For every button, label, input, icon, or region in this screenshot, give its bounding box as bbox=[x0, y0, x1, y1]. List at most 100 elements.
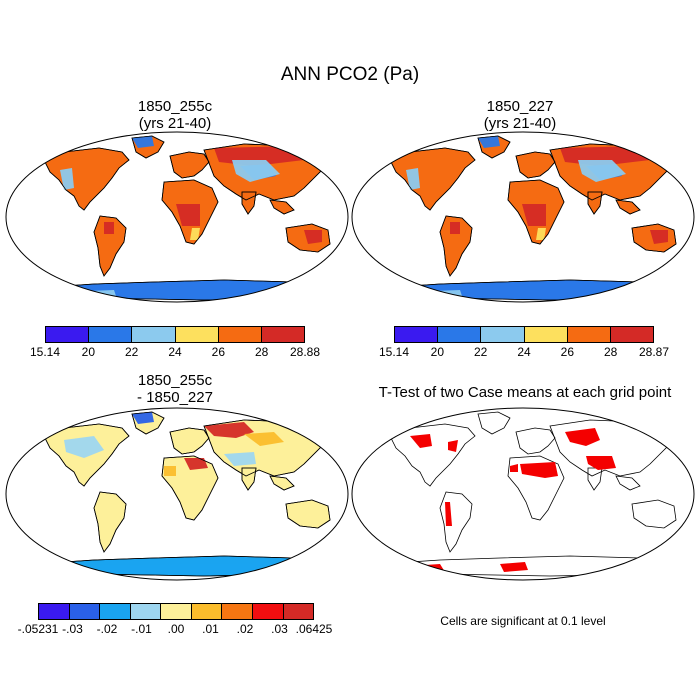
colorbar-tick-label: 24 bbox=[517, 345, 531, 359]
colorbar-tick-label: -.01 bbox=[131, 622, 152, 636]
coastline-europe bbox=[169, 427, 210, 455]
field-region bbox=[578, 160, 626, 182]
colorbar-tick-label: 24 bbox=[168, 345, 182, 359]
coastline-australia bbox=[285, 499, 331, 529]
panel1-title-line1: 1850_255c bbox=[137, 98, 213, 115]
colorbar-swatch bbox=[175, 327, 219, 342]
coastline-europe bbox=[169, 151, 210, 179]
colorbar-swatch bbox=[252, 604, 284, 619]
colorbar-2 bbox=[394, 326, 654, 343]
colorbar-tick-label: 28 bbox=[603, 345, 618, 359]
map-frame bbox=[351, 131, 695, 303]
colorbar-1-labels: 15.14 20 22 24 26 28 28.88 bbox=[30, 345, 320, 361]
coastline-seAsia bbox=[615, 199, 641, 215]
colorbar-tick-label: .00 bbox=[167, 622, 185, 636]
colorbar-swatch bbox=[438, 327, 482, 342]
coastline-southAmerica bbox=[439, 215, 473, 277]
map-panel-ttest bbox=[351, 407, 695, 581]
colorbar-2-labels: 15.14 20 22 24 26 28 28.87 bbox=[379, 345, 669, 361]
field-region bbox=[536, 228, 546, 240]
colorbar-swatch bbox=[261, 327, 305, 342]
colorbar-swatch bbox=[46, 327, 90, 342]
panel1-title: 1850_255c (yrs 21-40) bbox=[75, 98, 275, 132]
coastline-northAmerica bbox=[389, 147, 476, 211]
coastline-india bbox=[241, 467, 257, 491]
coastline-europe bbox=[515, 427, 556, 455]
coastline-australia bbox=[285, 223, 331, 253]
colorbar-swatch bbox=[524, 327, 568, 342]
field-region bbox=[64, 436, 104, 458]
coastline-africa bbox=[161, 179, 219, 245]
significance-note: Cells are significant at 0.1 level bbox=[440, 614, 606, 628]
coastline-northAmerica bbox=[43, 423, 130, 487]
coastline-southAmerica bbox=[93, 491, 127, 553]
coastline-seAsia bbox=[269, 199, 295, 215]
colorbar-tick-label: 28.87 bbox=[638, 345, 670, 359]
colorbar-tick-label: 15.14 bbox=[29, 345, 61, 359]
colorbar-swatch bbox=[130, 604, 162, 619]
coastline-seAsia bbox=[269, 475, 295, 491]
colorbar-tick-label: 26 bbox=[211, 345, 226, 359]
coastline-australia bbox=[631, 499, 677, 529]
coastline-greenland bbox=[131, 135, 165, 159]
field-region bbox=[410, 290, 462, 297]
colorbar-3-labels: -.05231 -.03 -.02 -.01 .00 .01 .02 .03 .06425 bbox=[18, 622, 333, 638]
coastline-africa bbox=[161, 455, 219, 521]
coastline-australia bbox=[631, 223, 677, 253]
colorbar-tick-label: 22 bbox=[124, 345, 139, 359]
field-region bbox=[176, 204, 200, 226]
colorbar-swatch bbox=[222, 604, 253, 619]
coastline-india bbox=[241, 191, 257, 215]
field-region bbox=[232, 160, 280, 182]
field-region bbox=[450, 222, 460, 234]
colorbar-swatch bbox=[191, 604, 223, 619]
significant-region bbox=[448, 440, 458, 452]
colorbar-swatch bbox=[39, 604, 70, 619]
field-region bbox=[184, 458, 208, 470]
colorbar-tick-label: 26 bbox=[560, 345, 575, 359]
field-region bbox=[164, 466, 176, 476]
colorbar-swatch bbox=[610, 327, 654, 342]
colorbar-tick-label: .03 bbox=[271, 622, 288, 636]
colorbar-tick-label: 20 bbox=[81, 345, 96, 359]
significant-region bbox=[586, 456, 616, 470]
field-region bbox=[132, 412, 154, 424]
map-frame bbox=[5, 407, 349, 581]
coastline-greenland bbox=[131, 411, 165, 435]
map-panel-1850-227 bbox=[351, 131, 695, 303]
field-region bbox=[650, 230, 668, 244]
map-frame bbox=[5, 131, 349, 303]
colorbar-swatch bbox=[132, 327, 176, 342]
coastline-greenland bbox=[477, 411, 511, 435]
panel3-title-line2: - 1850_227 bbox=[137, 389, 213, 406]
field-region bbox=[478, 136, 500, 148]
map-panel-1850-255c bbox=[5, 131, 349, 303]
colorbar-1 bbox=[45, 326, 305, 343]
panel2-title-line2: (yrs 21-40) bbox=[483, 115, 557, 132]
field-region bbox=[132, 136, 154, 148]
colorbar-tick-label: .02 bbox=[236, 622, 254, 636]
colorbar-swatch bbox=[69, 604, 101, 619]
coastline-seAsia bbox=[615, 475, 641, 491]
colorbar-swatch bbox=[567, 327, 611, 342]
significant-region bbox=[445, 502, 452, 526]
colorbar-swatch bbox=[395, 327, 439, 342]
panel2-title: 1850_227 (yrs 21-40) bbox=[420, 98, 620, 132]
panel3-title-line1: 1850_255c bbox=[137, 372, 213, 389]
coastline-northAmerica bbox=[43, 147, 130, 211]
field-region bbox=[304, 230, 322, 244]
significant-region bbox=[520, 462, 558, 478]
field-region bbox=[406, 168, 420, 190]
panel2-title-line1: 1850_227 bbox=[486, 98, 554, 115]
colorbar-tick-label: 15.14 bbox=[378, 345, 410, 359]
field-region bbox=[64, 290, 116, 297]
field-region bbox=[60, 168, 74, 190]
colorbar-swatch bbox=[100, 604, 131, 619]
map-frame bbox=[351, 407, 695, 581]
colorbar-swatch bbox=[283, 604, 314, 619]
field-region bbox=[104, 222, 114, 234]
significant-region bbox=[500, 562, 528, 572]
colorbar-tick-label: .06425 bbox=[295, 622, 333, 636]
significant-region bbox=[565, 428, 600, 446]
panel4-title: T-Test of two Case means at each grid po… bbox=[378, 384, 672, 401]
